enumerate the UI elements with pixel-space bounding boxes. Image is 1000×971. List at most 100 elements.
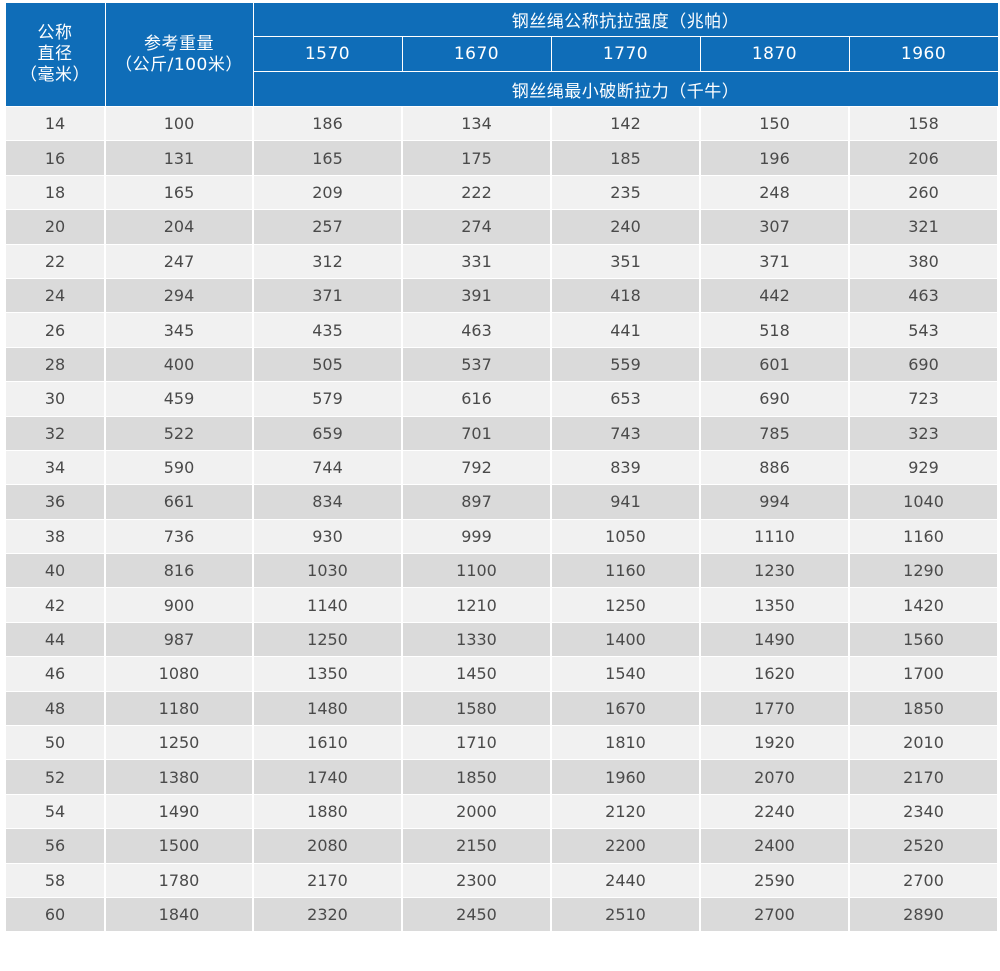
force-1570-cell: 186 (252, 105, 403, 142)
force-1770-cell: 2120 (550, 793, 701, 830)
force-1570-cell: 1740 (252, 759, 403, 795)
force-1870-cell: 785 (699, 415, 850, 451)
diameter-cell: 50 (4, 725, 106, 761)
weight-cell: 1490 (104, 793, 254, 830)
force-1870-cell: 442 (699, 277, 850, 314)
weight-cell: 204 (104, 209, 254, 245)
force-1570-cell: 1480 (252, 690, 403, 727)
force-1770-cell: 1670 (550, 690, 701, 727)
force-1870-cell: 886 (699, 449, 850, 486)
force-1770-cell: 2200 (550, 828, 701, 864)
table-row: 28 400 505 537 559 601 690 (4, 346, 1000, 383)
diameter-cell: 58 (4, 862, 106, 898)
force-1570-cell: 371 (252, 277, 403, 314)
table-row: 36 661 834 897 941 994 1040 (4, 484, 1000, 520)
nominal-diameter-header-line-3: （毫米） (20, 65, 90, 85)
weight-cell: 1780 (104, 862, 254, 898)
header-row-3: 钢丝绳最小破断拉力（千牛） (5, 71, 999, 107)
force-1960-cell: 1420 (847, 587, 1000, 623)
force-1670-cell: 222 (401, 174, 552, 211)
force-1770-cell: 441 (550, 312, 701, 348)
weight-cell: 247 (104, 243, 254, 279)
force-1960-cell: 463 (847, 277, 1000, 314)
force-1960-cell: 2890 (847, 896, 1000, 933)
force-1770-cell: 941 (550, 484, 701, 520)
force-1570-cell: 1350 (252, 656, 403, 692)
force-1770-cell: 1400 (550, 621, 701, 658)
weight-cell: 736 (104, 518, 254, 555)
table-row: 48 1180 1480 1580 1670 1770 1850 (4, 690, 1000, 727)
force-1670-cell: 1450 (401, 656, 552, 692)
breaking-force-header: 钢丝绳最小破断拉力（千牛） (252, 71, 999, 107)
force-1670-cell: 2150 (401, 828, 552, 864)
wire-rope-spec-table-container: 公称 直径 （毫米） 参考重量 （公斤/100米） 钢丝绳公称抗拉强度（兆帕） … (4, 2, 1000, 933)
force-1960-cell: 1850 (847, 690, 1000, 727)
table-row: 34 590 744 792 839 886 929 (4, 449, 1000, 486)
force-1960-cell: 158 (847, 105, 1000, 142)
force-1960-cell: 1040 (847, 484, 1000, 520)
header-row-2: 1570 1670 1770 1870 1960 (5, 36, 999, 72)
force-1670-cell: 391 (401, 277, 552, 314)
weight-cell: 1180 (104, 690, 254, 727)
force-1960-cell: 260 (847, 174, 1000, 211)
force-1870-cell: 371 (699, 243, 850, 279)
force-1770-cell: 1540 (550, 656, 701, 692)
force-1960-cell: 1560 (847, 621, 1000, 658)
force-1960-cell: 1160 (847, 518, 1000, 555)
table-row: 22 247 312 331 351 371 380 (4, 243, 1000, 279)
table-row: 54 1490 1880 2000 2120 2240 2340 (4, 793, 1000, 830)
force-1870-cell: 1110 (699, 518, 850, 555)
weight-cell: 1500 (104, 828, 254, 864)
force-1770-cell: 839 (550, 449, 701, 486)
diameter-cell: 38 (4, 518, 106, 555)
force-1670-cell: 274 (401, 209, 552, 245)
diameter-cell: 18 (4, 174, 106, 211)
force-1960-cell: 723 (847, 381, 1000, 417)
reference-weight-header-line-1: 参考重量 (144, 33, 214, 54)
force-1770-cell: 240 (550, 209, 701, 245)
force-1570-cell: 1880 (252, 793, 403, 830)
force-1960-cell: 2010 (847, 725, 1000, 761)
force-1870-cell: 2400 (699, 828, 850, 864)
force-1770-cell: 1960 (550, 759, 701, 795)
force-1870-cell: 196 (699, 140, 850, 176)
diameter-cell: 26 (4, 312, 106, 348)
force-1570-cell: 579 (252, 381, 403, 417)
force-1670-cell: 1330 (401, 621, 552, 658)
force-1960-cell: 2170 (847, 759, 1000, 795)
force-1870-cell: 2700 (699, 896, 850, 933)
diameter-cell: 28 (4, 346, 106, 383)
force-1770-cell: 2440 (550, 862, 701, 898)
force-1870-cell: 994 (699, 484, 850, 520)
force-1960-cell: 690 (847, 346, 1000, 383)
weight-cell: 1080 (104, 656, 254, 692)
grade-header-1670: 1670 (401, 36, 552, 72)
weight-cell: 131 (104, 140, 254, 176)
force-1670-cell: 537 (401, 346, 552, 383)
force-1870-cell: 1230 (699, 553, 850, 589)
table-row: 38 736 930 999 1050 1110 1160 (4, 518, 1000, 555)
force-1960-cell: 1700 (847, 656, 1000, 692)
force-1770-cell: 1250 (550, 587, 701, 623)
weight-cell: 400 (104, 346, 254, 383)
table-row: 40 816 1030 1100 1160 1230 1290 (4, 553, 1000, 589)
table-body: 14 100 186 134 142 150 158 16 131 165 175 185 196 206… (4, 105, 1000, 933)
force-1770-cell: 351 (550, 243, 701, 279)
weight-cell: 661 (104, 484, 254, 520)
force-1770-cell: 1050 (550, 518, 701, 555)
table-row: 46 1080 1350 1450 1540 1620 1700 (4, 656, 1000, 692)
table-row: 24 294 371 391 418 442 463 (4, 277, 1000, 314)
diameter-cell: 46 (4, 656, 106, 692)
diameter-cell: 52 (4, 759, 106, 795)
weight-cell: 900 (104, 587, 254, 623)
table-row: 56 1500 2080 2150 2200 2400 2520 (4, 828, 1000, 864)
table-row: 18 165 209 222 235 248 260 (4, 174, 1000, 211)
force-1870-cell: 1350 (699, 587, 850, 623)
weight-cell: 1380 (104, 759, 254, 795)
force-1570-cell: 2320 (252, 896, 403, 933)
force-1570-cell: 834 (252, 484, 403, 520)
force-1670-cell: 897 (401, 484, 552, 520)
diameter-cell: 48 (4, 690, 106, 727)
weight-cell: 522 (104, 415, 254, 451)
force-1670-cell: 463 (401, 312, 552, 348)
